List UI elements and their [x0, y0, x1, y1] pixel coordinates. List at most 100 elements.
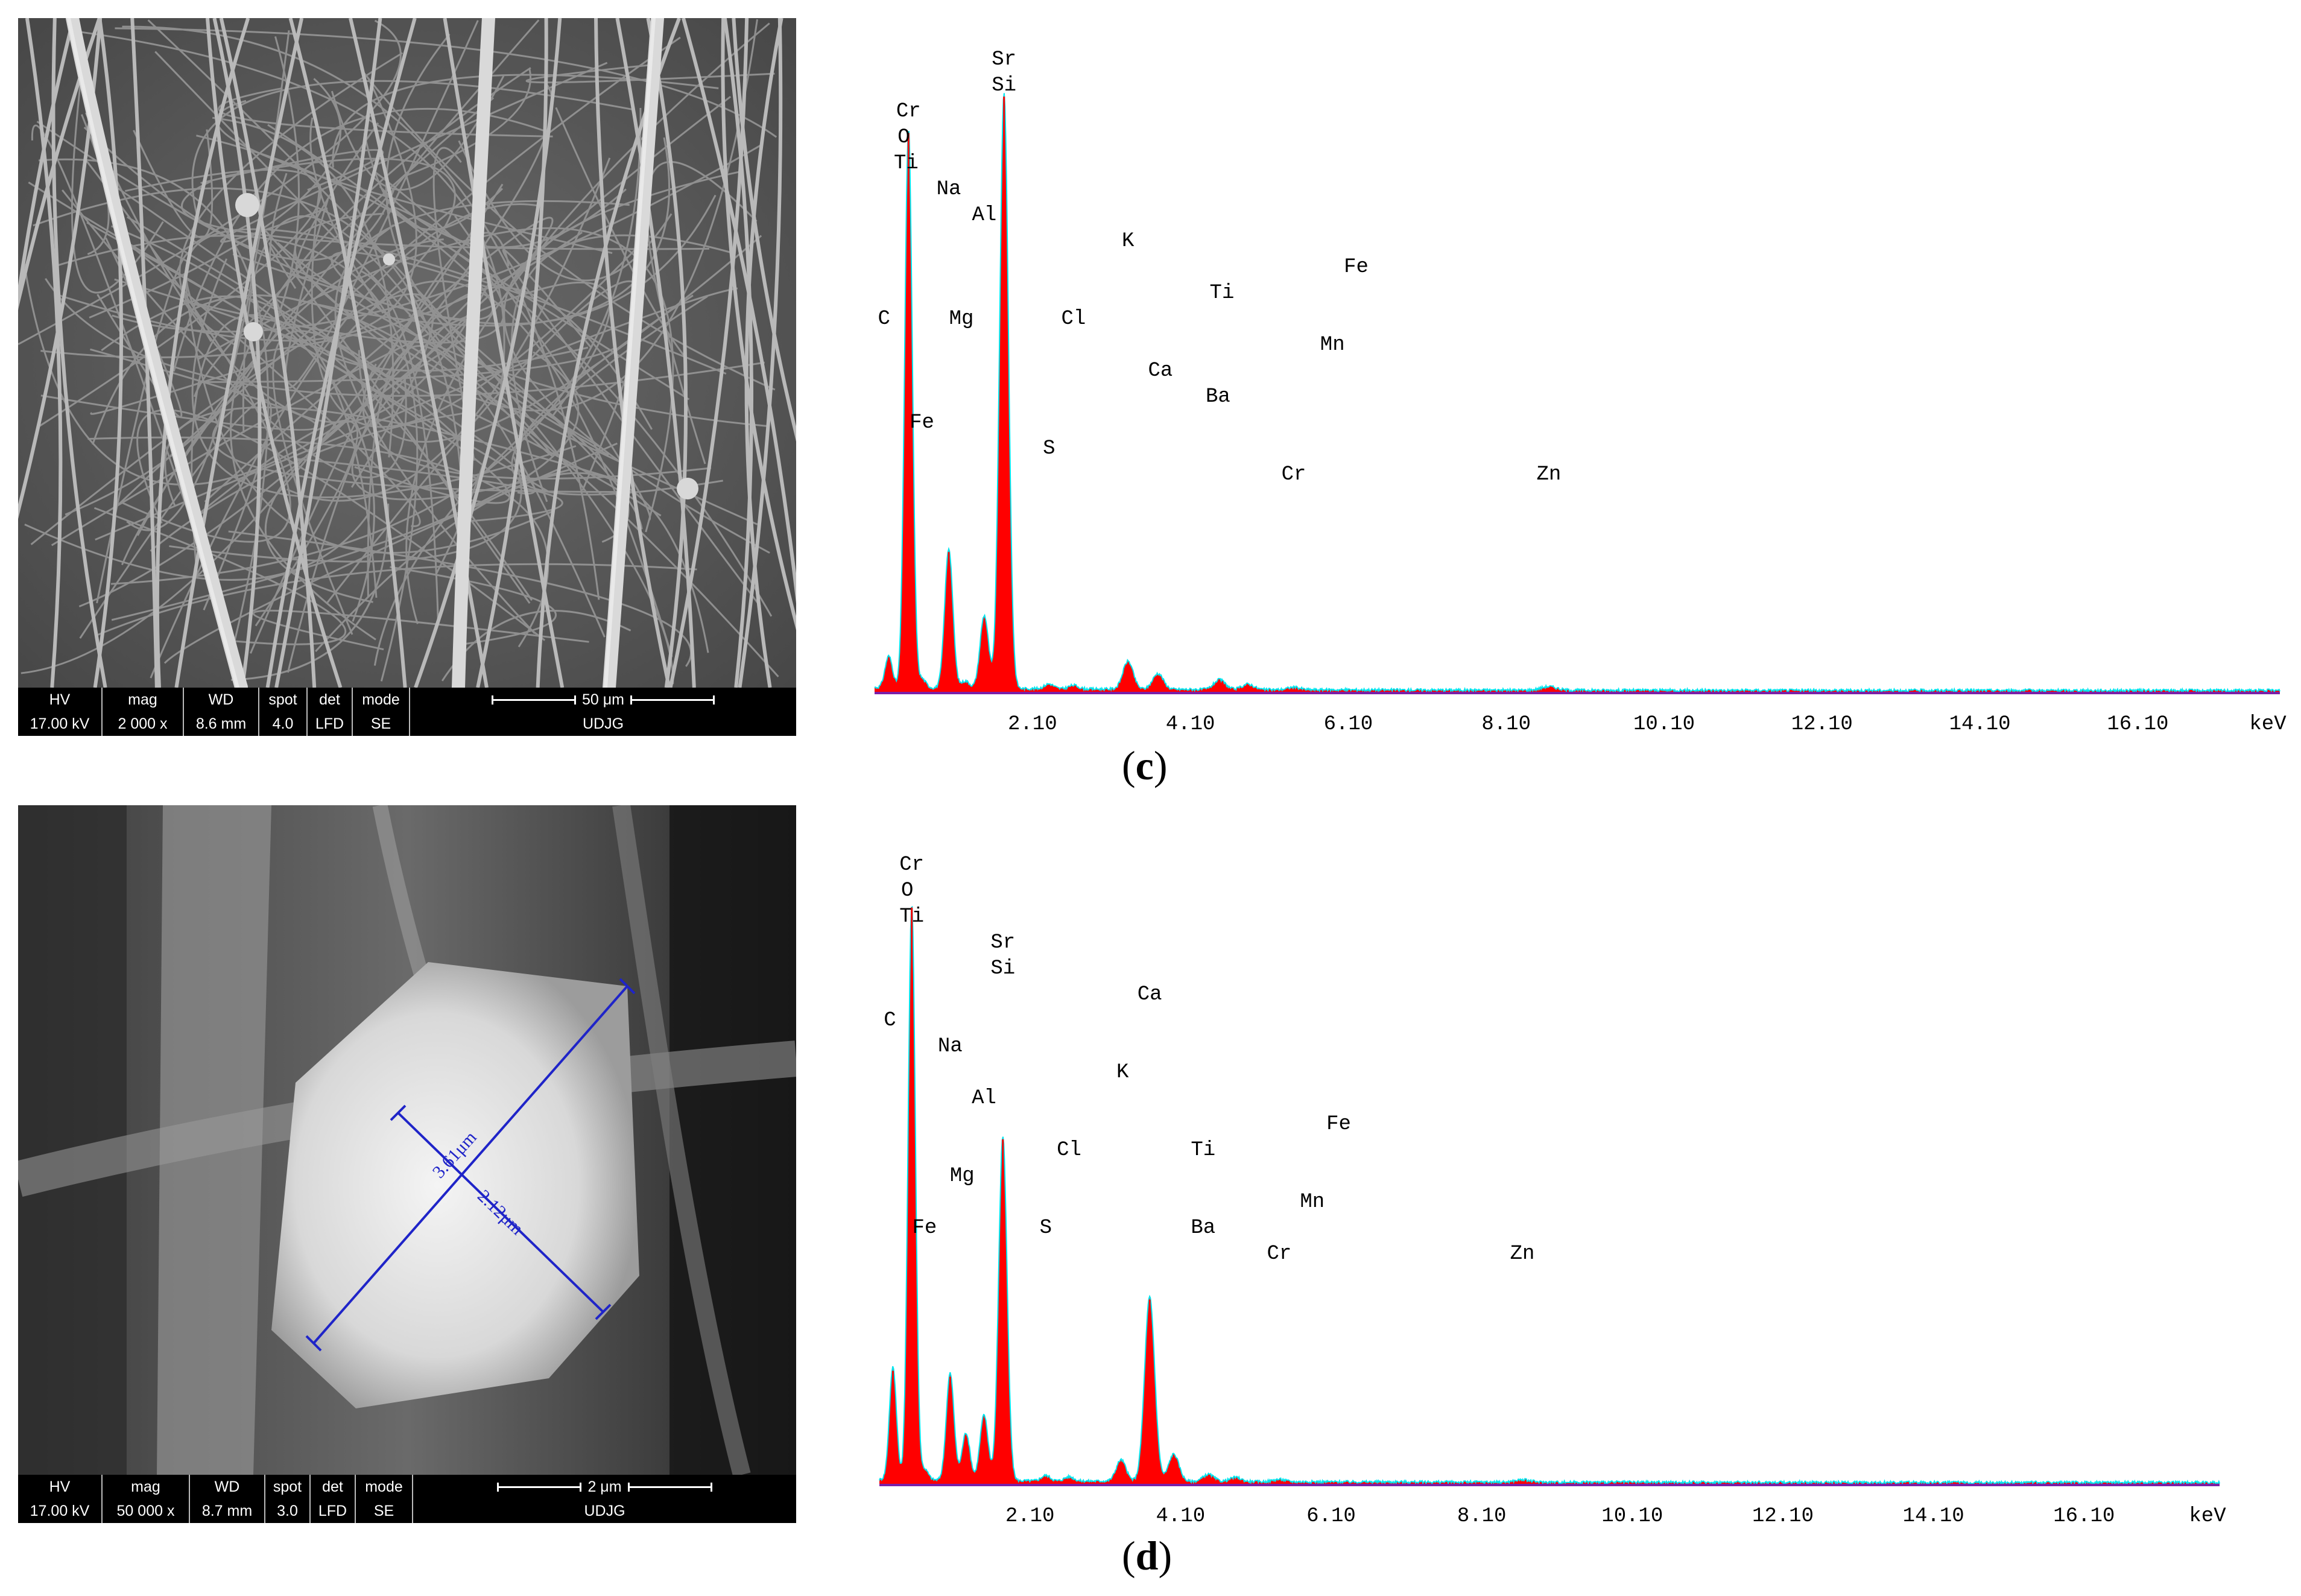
- mag-label: mag: [131, 1478, 160, 1495]
- scale-cell: 2 μm UDJG: [413, 1475, 796, 1523]
- element-label: Mn: [1320, 334, 1345, 356]
- spot-cell: spot 4.0: [259, 688, 308, 736]
- element-label: K: [1122, 230, 1135, 253]
- x-tick-label: 4.10: [1156, 1505, 1206, 1528]
- mag-value: 50 000 x: [116, 1502, 175, 1519]
- element-label: O: [901, 879, 913, 902]
- spectrum-fill: [875, 93, 2280, 692]
- panel-label-c: (c): [1122, 743, 1168, 788]
- element-label: Cr: [896, 100, 921, 123]
- element-label: Ca: [1138, 983, 1162, 1006]
- element-label: Ca: [1148, 359, 1173, 382]
- scale-bar: [492, 695, 576, 705]
- element-label: Si: [990, 957, 1015, 980]
- mode-cell: mode SE: [356, 1475, 413, 1523]
- scale-bar: [630, 695, 715, 705]
- x-tick-label: 4.10: [1166, 713, 1215, 736]
- sem-info-bar-d: HV 17.00 kV mag 50 000 x WD 8.7 mm spot …: [18, 1475, 796, 1523]
- scale-bar: [497, 1482, 582, 1492]
- hv-label: HV: [49, 691, 71, 708]
- spectrum-series: [874, 93, 2280, 694]
- mag-cell: mag 2 000 x: [103, 688, 184, 736]
- sem-fibers-image-c: [18, 18, 796, 688]
- element-label: Ti: [899, 905, 924, 928]
- mag-value: 2 000 x: [118, 715, 168, 732]
- mode-label: mode: [365, 1478, 403, 1495]
- panel-letter: c: [1135, 743, 1154, 788]
- wd-cell: WD 8.6 mm: [184, 688, 259, 736]
- sem-image-c: HV 17.00 kV mag 2 000 x WD 8.6 mm spot 4…: [18, 18, 796, 736]
- element-label: Al: [972, 204, 997, 227]
- x-tick-label: 10.10: [1601, 1505, 1663, 1528]
- element-label: C: [878, 308, 890, 331]
- element-label: O: [897, 126, 910, 149]
- element-label: Cr: [1282, 463, 1306, 486]
- sem-image-d: 3.61μm 2.12μm HV 17.00 kV mag 50 000 x W…: [18, 805, 796, 1523]
- element-label: Zn: [1536, 463, 1561, 486]
- scale-label: 50 μm: [582, 691, 624, 708]
- x-tick-label: 16.10: [2053, 1505, 2115, 1528]
- spectrum-fill: [879, 907, 2220, 1484]
- x-tick-label: 14.10: [1903, 1505, 1964, 1528]
- mode-cell: mode SE: [353, 688, 410, 736]
- hv-label: HV: [49, 1478, 71, 1495]
- mode-value: SE: [370, 715, 391, 732]
- spot-label: spot: [273, 1478, 302, 1495]
- element-label: Na: [938, 1035, 963, 1058]
- x-axis-label: keV: [2189, 1505, 2226, 1528]
- eds-spectrum-d: 2.10 4.10 6.10 8.10 10.10 12.10 14.10 16.10 keV C…: [879, 853, 2226, 1528]
- hv-cell: HV 17.00 kV: [18, 1475, 103, 1523]
- det-label: det: [322, 1478, 343, 1495]
- spot-cell: spot 3.0: [265, 1475, 311, 1523]
- spectrum-outline: [874, 93, 2280, 694]
- element-label: Ti: [894, 152, 919, 175]
- det-cell: det LFD: [308, 688, 353, 736]
- scale-label: 2 μm: [587, 1478, 622, 1495]
- element-label: S: [1040, 1217, 1052, 1240]
- x-tick-label: 2.10: [1008, 713, 1057, 736]
- element-label: Fe: [910, 411, 934, 434]
- panel-letter: d: [1135, 1533, 1159, 1579]
- scale-cell: 50 μm UDJG: [410, 688, 796, 736]
- x-tick-label: 6.10: [1306, 1505, 1356, 1528]
- hv-value: 17.00 kV: [30, 1502, 90, 1519]
- spot-label: spot: [268, 691, 297, 708]
- element-label: Cl: [1057, 1139, 1081, 1162]
- det-label: det: [319, 691, 340, 708]
- x-tick-label: 8.10: [1481, 713, 1531, 736]
- element-label: Fe: [1344, 256, 1369, 279]
- spot-value: 4.0: [272, 715, 294, 732]
- sem-particle-image-d: 3.61μm 2.12μm: [18, 805, 796, 1475]
- element-label: Ba: [1206, 385, 1230, 408]
- wd-value: 8.7 mm: [201, 1502, 253, 1519]
- element-label: Cr: [1267, 1243, 1291, 1265]
- panel-label-d: (d): [1122, 1533, 1173, 1579]
- det-value: LFD: [315, 715, 344, 732]
- det-cell: det LFD: [311, 1475, 356, 1523]
- spectrum-outline: [879, 905, 2220, 1486]
- element-label: Zn: [1510, 1243, 1535, 1265]
- lab-name: UDJG: [582, 715, 624, 732]
- sem-info-bar-c: HV 17.00 kV mag 2 000 x WD 8.6 mm spot 4…: [18, 688, 796, 736]
- mode-value: SE: [373, 1502, 394, 1519]
- mode-label: mode: [362, 691, 400, 708]
- mag-cell: mag 50 000 x: [103, 1475, 190, 1523]
- x-tick-label: 6.10: [1324, 713, 1373, 736]
- element-label: S: [1043, 437, 1055, 460]
- element-label: Ti: [1210, 282, 1235, 305]
- element-label: Mg: [949, 308, 974, 331]
- element-label: Al: [972, 1087, 996, 1110]
- element-label: Ba: [1191, 1217, 1215, 1240]
- hv-cell: HV 17.00 kV: [18, 688, 103, 736]
- element-label: Fe: [912, 1217, 937, 1240]
- element-label: C: [884, 1009, 896, 1032]
- element-label: Mn: [1300, 1191, 1325, 1214]
- element-label: Mg: [950, 1165, 975, 1188]
- element-label: Cl: [1061, 308, 1086, 331]
- element-label: Sr: [992, 48, 1016, 71]
- det-value: LFD: [318, 1502, 347, 1519]
- wd-value: 8.6 mm: [195, 715, 247, 732]
- wd-label: WD: [214, 1478, 240, 1495]
- mag-label: mag: [128, 691, 157, 708]
- x-tick-label: 14.10: [1949, 713, 2011, 736]
